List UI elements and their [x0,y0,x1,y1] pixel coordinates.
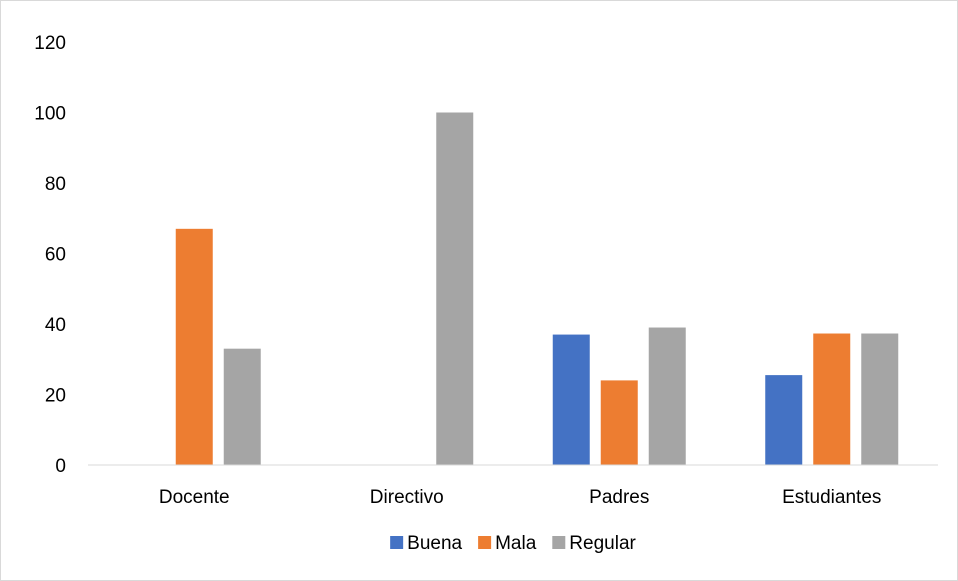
bar-mala-docente [175,228,213,465]
y-tick-label: 80 [45,174,66,195]
legend-item-buena: Buena [390,533,463,554]
bar-regular-directivo [436,112,474,465]
bar-mala-estudiantes [813,333,851,465]
bar-buena-estudiantes [765,375,803,465]
y-tick-label: 20 [45,386,66,407]
y-axis-ticks: 0 20 40 60 80 100 120 [34,33,66,477]
legend-swatch [552,536,566,549]
bar-mala-padres [600,380,638,465]
x-tick-label: Docente [159,487,230,508]
legend: Buena Mala Regular [390,533,637,554]
x-tick-label: Directivo [370,487,444,508]
bar-buena-padres [552,334,590,465]
bar-regular-estudiantes [861,333,899,465]
y-tick-label: 40 [45,315,66,336]
legend-label: Regular [569,533,636,554]
legend-label: Mala [495,533,537,554]
legend-item-regular: Regular [552,533,637,554]
x-tick-label: Estudiantes [782,487,881,508]
legend-swatch [390,536,404,549]
y-tick-label: 120 [34,33,66,54]
legend-swatch [478,536,492,549]
legend-label: Buena [407,533,462,554]
x-axis-ticks: Docente Directivo Padres Estudiantes [159,487,882,508]
y-tick-label: 60 [45,245,66,266]
legend-item-mala: Mala [478,533,537,554]
bar-regular-padres [648,327,686,465]
bar-regular-docente [223,348,261,465]
x-tick-label: Padres [589,487,649,508]
bars [175,112,899,465]
y-tick-label: 0 [55,456,66,477]
y-tick-label: 100 [34,104,66,125]
